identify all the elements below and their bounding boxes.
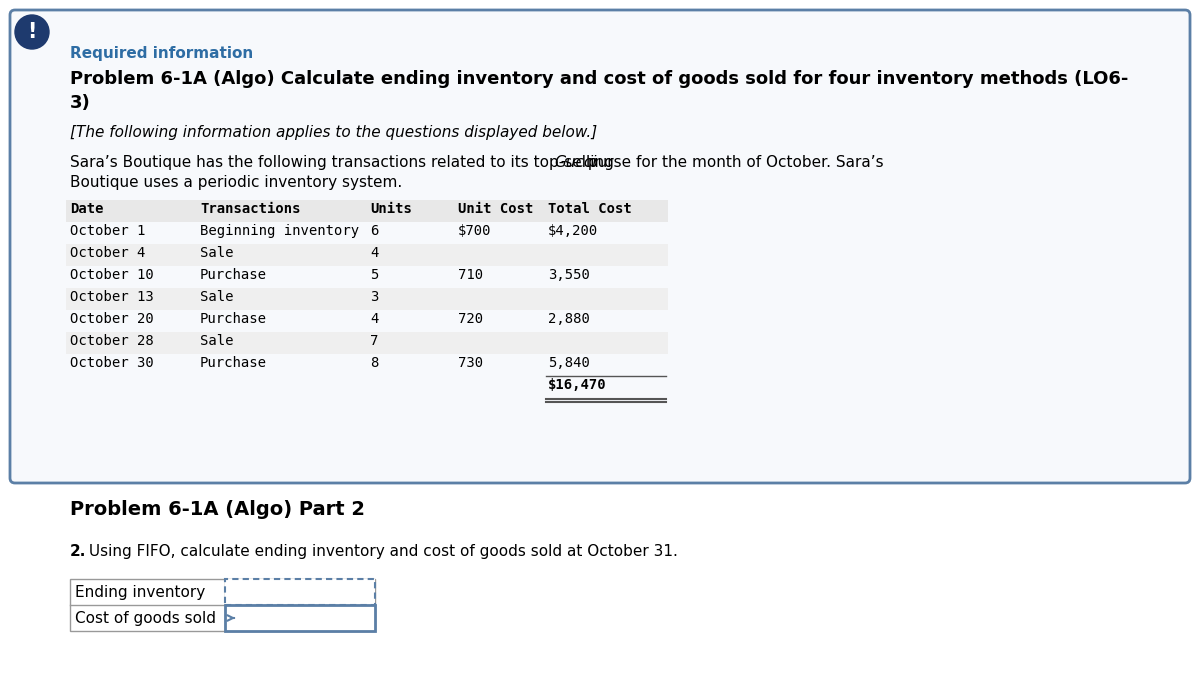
Text: [The following information applies to the questions displayed below.]: [The following information applies to th…	[70, 125, 598, 140]
Text: Sale: Sale	[200, 290, 234, 304]
Text: purse for the month of October. Sara’s: purse for the month of October. Sara’s	[582, 155, 883, 170]
Bar	[66, 200, 668, 222]
Text: 4: 4	[370, 246, 378, 260]
Text: October 30: October 30	[70, 356, 154, 370]
Text: !: !	[28, 22, 37, 42]
Bar	[66, 332, 668, 354]
FancyBboxPatch shape	[10, 10, 1190, 483]
Text: Beginning inventory: Beginning inventory	[200, 224, 359, 238]
Bar	[66, 244, 668, 266]
Text: 2.: 2.	[70, 544, 86, 559]
Text: Sara’s Boutique has the following transactions related to its top-selling: Sara’s Boutique has the following transa…	[70, 155, 619, 170]
Text: 6: 6	[370, 224, 378, 238]
Text: 5,840: 5,840	[548, 356, 590, 370]
Text: October 4: October 4	[70, 246, 145, 260]
Text: Cost of goods sold: Cost of goods sold	[74, 611, 216, 625]
Text: October 13: October 13	[70, 290, 154, 304]
Text: Sale: Sale	[200, 246, 234, 260]
Text: Required information: Required information	[70, 46, 253, 61]
Bar	[66, 288, 668, 310]
Text: 8: 8	[370, 356, 378, 370]
Text: Sale: Sale	[200, 334, 234, 348]
Text: Units: Units	[370, 202, 412, 216]
Text: October 28: October 28	[70, 334, 154, 348]
Text: Total Cost: Total Cost	[548, 202, 631, 216]
Text: $700: $700	[458, 224, 492, 238]
Text: Date: Date	[70, 202, 103, 216]
Text: 710: 710	[458, 268, 484, 282]
Bar	[226, 579, 374, 605]
Circle shape	[14, 15, 49, 49]
Text: 730: 730	[458, 356, 484, 370]
Text: Unit Cost: Unit Cost	[458, 202, 533, 216]
Text: Purchase: Purchase	[200, 356, 266, 370]
Text: 3): 3)	[70, 94, 91, 112]
Bar	[70, 579, 374, 631]
Text: Ending inventory: Ending inventory	[74, 584, 205, 599]
Text: October 10: October 10	[70, 268, 154, 282]
Text: Problem 6-1A (Algo) Calculate ending inventory and cost of goods sold for four i: Problem 6-1A (Algo) Calculate ending inv…	[70, 70, 1128, 88]
Text: October 20: October 20	[70, 312, 154, 326]
Bar	[226, 605, 374, 631]
Text: 2,880: 2,880	[548, 312, 590, 326]
Text: Transactions: Transactions	[200, 202, 300, 216]
Text: 720: 720	[458, 312, 484, 326]
Text: Purchase: Purchase	[200, 268, 266, 282]
Text: $16,470: $16,470	[548, 378, 607, 392]
Text: Purchase: Purchase	[200, 312, 266, 326]
Text: 3: 3	[370, 290, 378, 304]
Text: 5: 5	[370, 268, 378, 282]
Text: 4: 4	[370, 312, 378, 326]
Text: October 1: October 1	[70, 224, 145, 238]
Text: $4,200: $4,200	[548, 224, 599, 238]
Text: 7: 7	[370, 334, 378, 348]
Text: Gucci: Gucci	[554, 155, 598, 170]
Text: Problem 6-1A (Algo) Part 2: Problem 6-1A (Algo) Part 2	[70, 500, 365, 519]
Text: 3,550: 3,550	[548, 268, 590, 282]
Text: Boutique uses a periodic inventory system.: Boutique uses a periodic inventory syste…	[70, 175, 402, 190]
Text: Using FIFO, calculate ending inventory and cost of goods sold at October 31.: Using FIFO, calculate ending inventory a…	[84, 544, 678, 559]
